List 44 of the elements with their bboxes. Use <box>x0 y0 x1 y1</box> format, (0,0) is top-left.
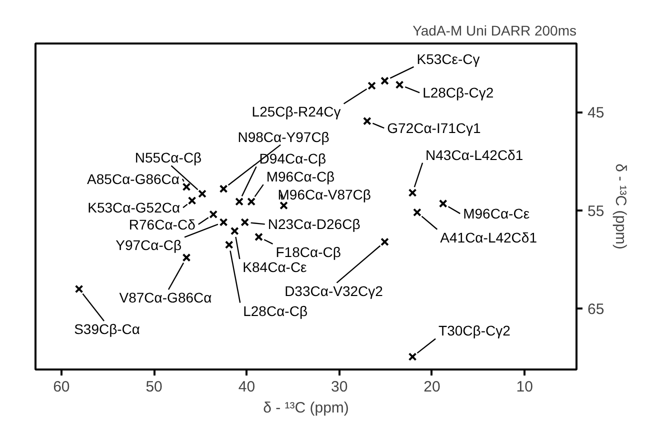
annotation: R76Cα-Cδ <box>128 216 196 232</box>
annotation: A85Cα-G86Cα <box>87 170 180 187</box>
y-tick-label: 65 <box>588 301 604 318</box>
x-tick-label: 60 <box>53 378 70 396</box>
point <box>380 76 389 85</box>
point <box>235 197 244 206</box>
annotation: L25Cβ-R24Cγ <box>252 104 341 120</box>
annotation: N23Cα-D26Cβ <box>268 216 360 232</box>
annotation: V87Cα-G86Cα <box>119 290 212 306</box>
annotation: D94Cα-Cβ <box>259 150 326 167</box>
point <box>408 188 417 197</box>
x-tick-label: 40 <box>238 378 256 396</box>
annotation: Y97Cα-Cβ <box>116 237 182 254</box>
annotation: L28Cα-Cβ <box>243 302 308 319</box>
point <box>219 184 228 194</box>
annotation: M96Cα-Cβ <box>266 168 335 185</box>
point <box>247 197 256 206</box>
annotation: M96Cα-V87Cβ <box>278 186 371 203</box>
annotation: S39Cβ-Cα <box>74 320 140 337</box>
annotation: A41Cα-L42Cδ1 <box>440 229 538 246</box>
annotation: M96Cα-Cε <box>463 206 530 222</box>
annotation: K53Cε-Cγ <box>416 50 480 67</box>
x-tick-label: 20 <box>424 378 440 396</box>
annotation: N55Cα-Cβ <box>134 150 202 166</box>
annotation: L28Cβ-Cγ2 <box>422 84 494 101</box>
annotation: T30Cβ-Cγ2 <box>438 322 511 339</box>
x-tick-label: 30 <box>331 378 348 396</box>
x-axis-title: δ - ¹³C (ppm) <box>263 400 349 416</box>
chart-title: YadA-M Uni DARR 200ms <box>412 22 577 38</box>
y-tick-label: 45 <box>588 104 604 122</box>
annotation: F18Cα-Cβ <box>276 244 341 260</box>
y-axis-title: δ - ¹³C (ppm) <box>612 164 630 250</box>
x-tick-label: 10 <box>516 378 533 396</box>
annotation: K84Cα-Cε <box>242 259 307 276</box>
point <box>198 190 206 198</box>
point <box>408 352 417 361</box>
annotation: G72Cα-I71Cγ1 <box>387 120 482 136</box>
annotation: D33Cα-V32Cγ2 <box>284 282 384 299</box>
point <box>182 182 191 192</box>
y-tick-label: 55 <box>588 202 604 220</box>
x-tick-label: 50 <box>146 378 162 396</box>
annotation: N98Cα-Y97Cβ <box>238 128 330 145</box>
annotation: N43Cα-L42Cδ1 <box>426 146 524 163</box>
annotation: K53Cα-G52Cα <box>88 200 180 216</box>
